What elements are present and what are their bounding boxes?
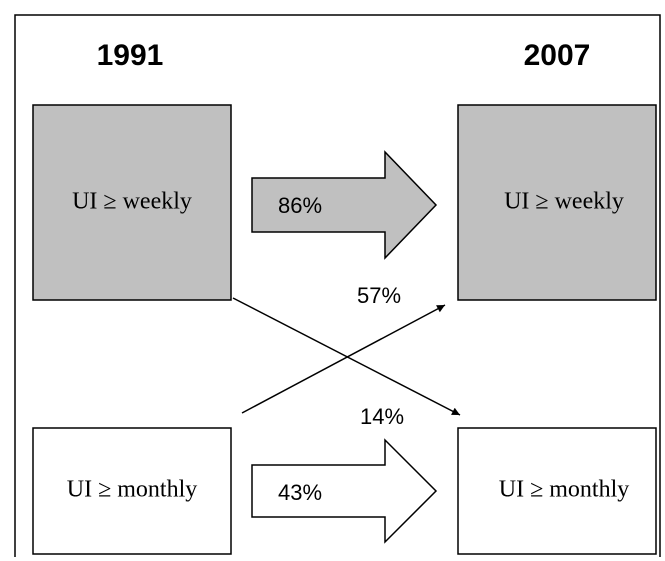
transition-label: 14%: [360, 404, 404, 429]
header-right: 2007: [524, 39, 591, 72]
box: [457, 104, 657, 301]
transition-label: 57%: [357, 283, 401, 308]
box: [457, 427, 657, 555]
box: [32, 104, 232, 301]
header-left: 1991: [97, 39, 164, 72]
box-label: UI ≥ monthly: [67, 477, 198, 503]
transition-label: 86%: [278, 193, 322, 218]
block-arrow: [251, 438, 438, 544]
arrow: [232, 297, 461, 416]
box-label: UI ≥ monthly: [499, 477, 630, 503]
transition-label: 43%: [278, 480, 322, 505]
box-label: UI ≥ weekly: [504, 189, 624, 215]
frame: [14, 14, 661, 557]
box: [32, 427, 232, 555]
block-arrow: [251, 150, 438, 260]
arrow: [241, 304, 446, 414]
box-label: UI ≥ weekly: [72, 189, 192, 215]
